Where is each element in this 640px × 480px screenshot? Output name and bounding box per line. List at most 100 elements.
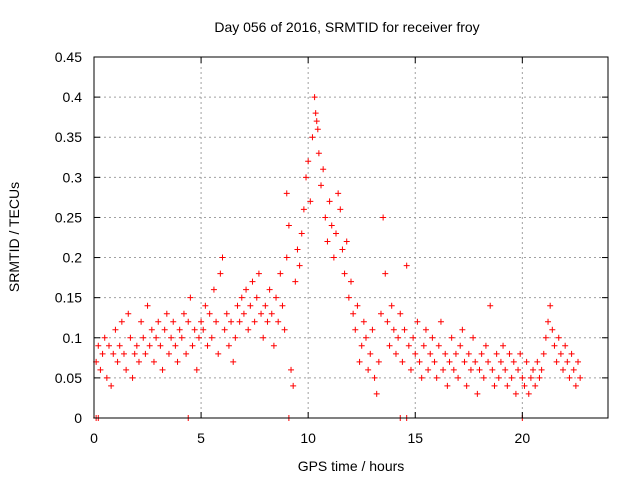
data-point <box>108 382 115 389</box>
data-point <box>482 342 489 349</box>
data-point <box>330 254 337 261</box>
data-point <box>112 326 119 333</box>
data-point <box>283 254 290 261</box>
data-point <box>215 350 222 357</box>
x-tick-label: 5 <box>197 430 205 446</box>
data-point <box>341 270 348 277</box>
data-point <box>474 390 481 397</box>
data-point <box>362 334 369 341</box>
data-point <box>410 334 417 341</box>
data-point <box>103 374 110 381</box>
data-point <box>187 294 194 301</box>
data-point <box>440 366 447 373</box>
data-point <box>545 318 552 325</box>
data-point <box>523 358 530 365</box>
data-point <box>324 238 331 245</box>
data-point <box>213 318 220 325</box>
data-point <box>125 310 132 317</box>
data-point <box>562 342 569 349</box>
data-point <box>294 246 301 253</box>
data-point <box>510 358 517 365</box>
data-point <box>427 350 434 357</box>
data-point <box>255 270 262 277</box>
data-point <box>500 342 507 349</box>
data-point <box>185 318 192 325</box>
data-point <box>577 374 584 381</box>
data-point <box>328 222 335 229</box>
data-point <box>435 342 442 349</box>
data-point <box>335 190 342 197</box>
data-point <box>116 342 123 349</box>
data-point <box>322 214 329 221</box>
data-point <box>420 342 427 349</box>
data-point <box>245 326 252 333</box>
data-point <box>161 326 168 333</box>
data-point <box>315 150 322 157</box>
data-point <box>465 350 472 357</box>
data-point <box>472 358 479 365</box>
data-point <box>337 206 344 213</box>
data-point <box>165 350 172 357</box>
y-tick-label: 0.25 <box>55 209 82 225</box>
data-point <box>288 366 295 373</box>
data-point <box>348 278 354 285</box>
data-point <box>200 326 207 333</box>
data-point <box>217 270 224 277</box>
data-point <box>144 302 151 309</box>
data-point <box>183 350 190 357</box>
data-point <box>502 366 509 373</box>
data-point <box>390 326 397 333</box>
data-point <box>279 302 286 309</box>
data-point <box>356 358 363 365</box>
data-point <box>219 254 226 261</box>
data-point <box>204 342 211 349</box>
data-point <box>223 310 230 317</box>
data-point <box>416 358 423 365</box>
data-point <box>318 182 325 189</box>
data-point <box>127 334 134 341</box>
x-tick-label: 15 <box>407 430 423 446</box>
data-point <box>240 310 247 317</box>
data-point <box>446 358 453 365</box>
data-point <box>553 358 560 365</box>
data-point <box>146 342 153 349</box>
data-point <box>542 334 549 341</box>
data-point <box>371 374 378 381</box>
data-point <box>575 358 582 365</box>
data-point <box>399 358 406 365</box>
data-point <box>101 334 108 341</box>
data-point <box>367 350 374 357</box>
data-point <box>159 366 166 373</box>
data-point <box>521 382 528 389</box>
data-point <box>450 366 457 373</box>
y-tick-label: 0.35 <box>55 129 82 145</box>
data-point <box>326 198 333 205</box>
y-tick-label: 0.45 <box>55 49 82 65</box>
data-point <box>140 334 147 341</box>
data-point <box>373 390 380 397</box>
data-point <box>345 294 352 301</box>
data-point <box>95 342 102 349</box>
data-point <box>135 358 142 365</box>
data-point <box>236 318 243 325</box>
x-tick-label: 20 <box>515 430 531 446</box>
data-point <box>572 382 579 389</box>
data-point <box>176 326 183 333</box>
data-point <box>296 262 303 269</box>
data-point <box>429 334 436 341</box>
y-tick-label: 0.05 <box>55 370 82 386</box>
data-point <box>285 222 292 229</box>
data-point <box>457 342 464 349</box>
data-point <box>459 326 466 333</box>
data-point <box>133 342 140 349</box>
data-point <box>198 318 205 325</box>
data-point <box>515 366 522 373</box>
x-tick-label: 0 <box>90 430 98 446</box>
y-tick-label: 0 <box>74 410 82 426</box>
data-point <box>148 326 155 333</box>
data-point <box>221 326 228 333</box>
data-point <box>123 366 130 373</box>
data-point <box>339 246 346 253</box>
data-point <box>461 358 468 365</box>
